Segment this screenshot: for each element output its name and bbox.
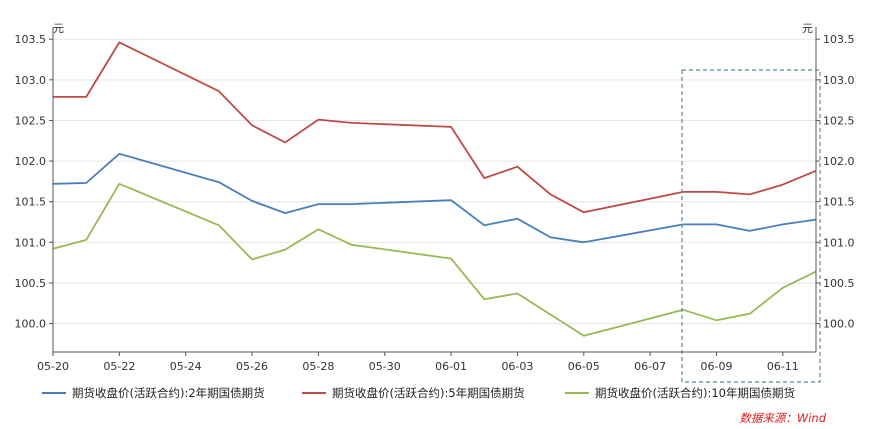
legend: 期货收盘价(活跃合约):2年期国债期货 期货收盘价(活跃合约):5年期国债期货 期货… [42,386,795,400]
source-label: 数据来源：Wind [739,411,826,425]
series-line-3 [52,182,817,337]
y-tick-label-right: 101.0 [823,236,855,249]
y-tick-label-left: 100.0 [15,318,47,331]
x-tick-label: 06-03 [501,360,533,373]
legend-label-1: 期货收盘价(活跃合约):2年期国债期货 [72,386,265,400]
y-axis-right-labels: 100.0 100.5 101.0 101.5 102.0 102.5 103.0 103.5 [823,33,855,330]
y-tick-label-left: 100.5 [15,277,47,290]
x-tick-label: 06-07 [634,360,666,373]
x-tick-label: 06-09 [700,360,732,373]
y-tick-label-right: 100.0 [823,318,855,331]
series-line-1 [52,152,817,244]
y-axis-right-unit: 元 [802,22,813,35]
x-tick-label: 05-22 [103,360,135,373]
x-tick-label: 06-01 [435,360,467,373]
x-tick-label: 05-20 [37,360,69,373]
y-tick-label-right: 101.5 [823,196,855,209]
highlight-box [681,69,821,383]
y-tick-label-right: 103.5 [823,33,855,46]
grid-lines [49,38,820,325]
y-axis-left-unit: 元 [53,22,64,35]
axes [52,27,817,353]
x-tick-label: 05-30 [369,360,401,373]
y-tick-label-right: 102.5 [823,114,855,127]
legend-label-2: 期货收盘价(活跃合约):5年期国债期货 [332,386,525,400]
x-tick-label: 06-11 [767,360,799,373]
y-tick-label-left: 102.5 [15,114,47,127]
y-tick-label-left: 101.0 [15,236,47,249]
series-line-2 [53,41,817,214]
y-axis-left-labels: 100.0 100.5 101.0 101.5 102.0 102.5 103.0 103.5 [15,33,47,330]
y-tick-label-left: 103.5 [15,33,47,46]
x-tick-label: 05-26 [236,360,268,373]
legend-label-3: 期货收盘价(活跃合约):10年期国债期货 [595,386,795,400]
y-tick-label-right: 102.0 [823,155,855,168]
y-tick-label-right: 100.5 [823,277,855,290]
y-tick-label-left: 102.0 [15,155,47,168]
x-axis-labels: 05-20 05-22 05-24 05-26 05-28 05-30 06-01 06-03… [37,352,799,373]
x-tick-label: 05-28 [302,360,334,373]
x-tick-label: 06-05 [568,360,600,373]
series-lines [52,41,817,337]
x-tick-label: 05-24 [170,360,202,373]
y-tick-label-left: 101.5 [15,196,47,209]
y-tick-label-left: 103.0 [15,74,47,87]
y-tick-label-right: 103.0 [823,74,855,87]
